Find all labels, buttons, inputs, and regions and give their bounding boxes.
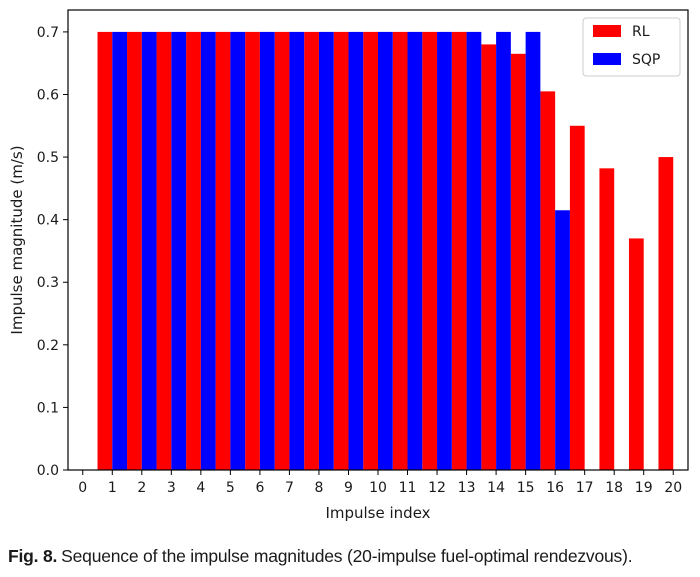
x-tick-label: 17 <box>576 480 594 496</box>
bar-rl-14 <box>481 44 497 471</box>
x-tick-label: 3 <box>167 480 176 496</box>
bar-sqp-11 <box>407 31 423 471</box>
figure-caption: Fig. 8. Sequence of the impulse magnitude… <box>8 546 698 567</box>
legend-swatch-sqp <box>593 53 621 65</box>
x-tick-label: 0 <box>78 480 87 496</box>
x-tick-label: 20 <box>664 480 682 496</box>
x-tick-label: 10 <box>369 480 387 496</box>
y-tick-label: 0.2 <box>37 338 59 354</box>
bar-sqp-6 <box>259 31 275 471</box>
bar-chart: 0 1 2 3 4 5 6 7 8 9 10 11 12 13 14 15 16 17 18 19 20 0.00.10… <box>8 9 689 522</box>
x-tick-label: 9 <box>344 480 353 496</box>
bar-sqp-3 <box>171 31 187 471</box>
bar-sqp-4 <box>200 31 216 471</box>
bar-rl-20 <box>658 157 674 470</box>
bar-rl-13 <box>451 31 467 471</box>
x-tick-label: 4 <box>196 480 205 496</box>
bar-sqp-5 <box>230 31 246 471</box>
x-tick-label: 2 <box>137 480 146 496</box>
x-axis-label: Impulse index <box>325 504 430 522</box>
y-tick-label: 0.3 <box>37 275 59 291</box>
bar-sqp-14 <box>496 31 511 471</box>
legend: RL SQP <box>582 17 681 77</box>
bar-sqp-13 <box>466 31 482 471</box>
bar-rl-19 <box>628 238 644 470</box>
bar-rl-6 <box>245 31 260 471</box>
y-tick-label: 0.6 <box>37 87 59 103</box>
x-tick-label: 5 <box>226 480 235 496</box>
y-tick-label: 0.7 <box>37 25 59 41</box>
bar-rl-12 <box>422 31 438 471</box>
bar-rl-15 <box>510 53 526 471</box>
bar-sqp-12 <box>437 31 452 471</box>
bar-sqp-9 <box>348 31 364 471</box>
y-tick-label: 0.0 <box>37 463 59 479</box>
figure-caption-text: Sequence of the impulse magnitudes (20-i… <box>61 546 633 566</box>
x-tick-label: 18 <box>605 480 623 496</box>
bar-rl-16 <box>540 91 556 471</box>
x-tick-label: 13 <box>458 480 476 496</box>
x-tick-label: 19 <box>635 480 653 496</box>
x-tick-label: 11 <box>399 480 417 496</box>
bar-sqp-10 <box>378 31 393 471</box>
bar-sqp-7 <box>289 31 305 471</box>
y-tick-label: 0.4 <box>37 213 59 229</box>
bar-rl-5 <box>215 31 231 471</box>
x-tick-label: 15 <box>517 480 535 496</box>
bars-group <box>97 31 674 471</box>
y-tick-label: 0.1 <box>37 400 59 416</box>
x-axis-ticks: 0 1 2 3 4 5 6 7 8 9 10 11 12 13 14 15 16 17 18 19 20 <box>78 470 682 496</box>
legend-label-sqp: SQP <box>632 52 660 68</box>
legend-swatch-rl <box>593 25 621 37</box>
x-tick-label: 1 <box>108 480 117 496</box>
bar-sqp-8 <box>318 31 334 471</box>
bar-rl-1 <box>97 31 113 471</box>
bar-rl-2 <box>127 31 142 471</box>
x-tick-label: 6 <box>255 480 264 496</box>
y-tick-label: 0.5 <box>37 150 59 166</box>
bar-rl-11 <box>392 31 408 471</box>
bar-sqp-16 <box>555 210 570 470</box>
bar-rl-10 <box>363 31 378 471</box>
x-tick-label: 7 <box>285 480 294 496</box>
y-axis-ticks: 0.0 0.1 0.2 0.3 0.4 0.5 0.6 0.7 <box>37 25 68 479</box>
x-tick-label: 14 <box>487 480 505 496</box>
bar-rl-4 <box>186 31 201 471</box>
figure-label: Fig. 8. <box>8 546 58 566</box>
bar-sqp-15 <box>525 31 541 471</box>
y-axis-label: Impulse magnitude (m/s) <box>8 145 26 334</box>
x-tick-label: 8 <box>314 480 323 496</box>
legend-label-rl: RL <box>632 24 650 40</box>
x-tick-label: 16 <box>546 480 564 496</box>
x-tick-label: 12 <box>428 480 446 496</box>
bar-rl-3 <box>156 31 172 471</box>
bar-rl-17 <box>569 125 585 470</box>
bar-sqp-1 <box>112 31 128 471</box>
bar-rl-18 <box>599 168 615 470</box>
bar-sqp-2 <box>141 31 157 471</box>
bar-rl-7 <box>274 31 290 471</box>
bar-rl-9 <box>333 31 349 471</box>
bar-rl-8 <box>304 31 319 471</box>
